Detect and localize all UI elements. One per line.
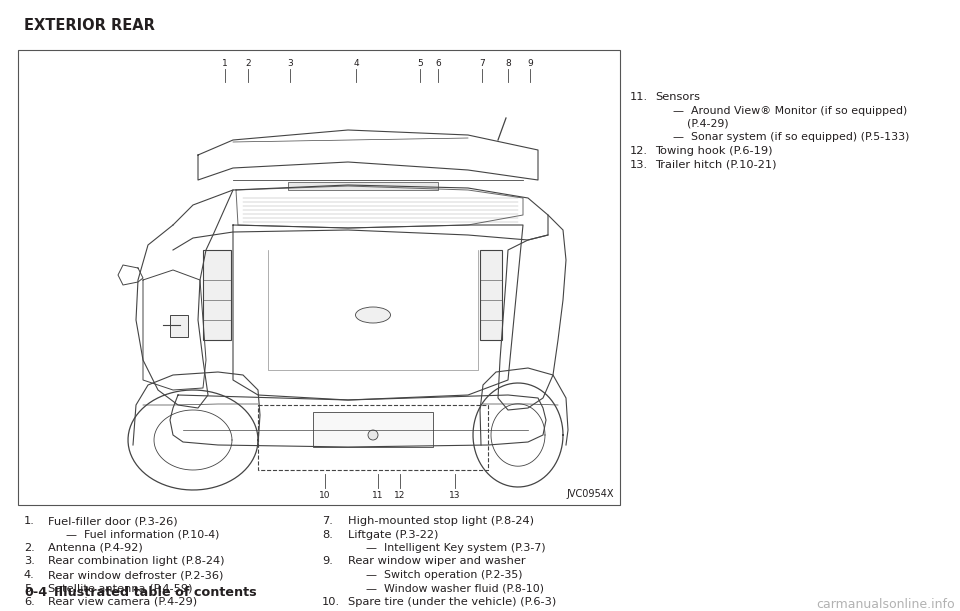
Text: JVC0954X: JVC0954X [566,489,614,499]
Text: 4.: 4. [24,570,35,580]
Bar [18,50,620,505]
Text: 8.: 8. [322,530,333,540]
Text: 11: 11 [372,491,384,500]
Text: (P.4-29): (P.4-29) [673,119,729,129]
Text: 1: 1 [222,59,228,68]
Bar [313,412,433,447]
Text: 3: 3 [287,59,293,68]
Bar [203,250,231,340]
Text: 7: 7 [479,59,485,68]
Text: 9: 9 [527,59,533,68]
Text: Rear combination light (P.8-24): Rear combination light (P.8-24) [48,557,225,566]
Text: Illustrated table of contents: Illustrated table of contents [54,586,256,599]
Circle shape [368,430,378,440]
Text: —  Sonar system (if so equipped) (P.5-133): — Sonar system (if so equipped) (P.5-133… [673,133,909,142]
Bar [170,315,188,337]
Text: —  Around View® Monitor (if so equipped): — Around View® Monitor (if so equipped) [673,106,907,115]
Text: Towing hook (P.6-19): Towing hook (P.6-19) [655,146,773,156]
Text: 11.: 11. [630,92,648,102]
Text: Antenna (P.4-92): Antenna (P.4-92) [48,543,143,553]
Text: carmanualsonline.info: carmanualsonline.info [816,598,955,611]
Bar [288,182,438,190]
Text: 10: 10 [320,491,331,500]
Text: 13.: 13. [630,159,648,169]
Text: High-mounted stop light (P.8-24): High-mounted stop light (P.8-24) [348,516,534,526]
Text: Rear window wiper and washer: Rear window wiper and washer [348,557,526,566]
Circle shape [180,322,186,328]
Text: 10.: 10. [322,597,340,607]
Text: —  Intelligent Key system (P.3-7): — Intelligent Key system (P.3-7) [366,543,545,553]
Text: 5: 5 [418,59,422,68]
Text: Satellite antenna (P.4-59): Satellite antenna (P.4-59) [48,584,193,593]
Text: 4: 4 [353,59,359,68]
Text: 8: 8 [505,59,511,68]
Text: —  Switch operation (P.2-35): — Switch operation (P.2-35) [366,570,522,580]
Text: 0-4: 0-4 [24,586,47,599]
Ellipse shape [355,307,391,323]
Text: 2: 2 [245,59,251,68]
Text: Trailer hitch (P.10-21): Trailer hitch (P.10-21) [655,159,777,169]
Text: 13: 13 [449,491,461,500]
Text: EXTERIOR REAR: EXTERIOR REAR [24,18,155,33]
Text: Liftgate (P.3-22): Liftgate (P.3-22) [348,530,439,540]
Text: 9.: 9. [322,557,333,566]
Text: —  Fuel information (P.10-4): — Fuel information (P.10-4) [66,530,220,540]
Text: 12: 12 [395,491,406,500]
Text: 7.: 7. [322,516,333,526]
Text: Sensors: Sensors [655,92,700,102]
Text: Spare tire (under the vehicle) (P.6-3): Spare tire (under the vehicle) (P.6-3) [348,597,556,607]
Text: —  Window washer fluid (P.8-10): — Window washer fluid (P.8-10) [366,584,544,593]
Text: 5.: 5. [24,584,35,593]
Text: 6.: 6. [24,597,35,607]
Text: Fuel-filler door (P.3-26): Fuel-filler door (P.3-26) [48,516,178,526]
Bar [480,250,502,340]
Text: 2.: 2. [24,543,35,553]
Text: 12.: 12. [630,146,648,156]
Text: 1.: 1. [24,516,35,526]
Text: Rear view camera (P.4-29): Rear view camera (P.4-29) [48,597,197,607]
Text: Rear window defroster (P.2-36): Rear window defroster (P.2-36) [48,570,224,580]
Text: 6: 6 [435,59,441,68]
Text: 3.: 3. [24,557,35,566]
Bar [258,405,488,470]
Ellipse shape [128,390,258,490]
